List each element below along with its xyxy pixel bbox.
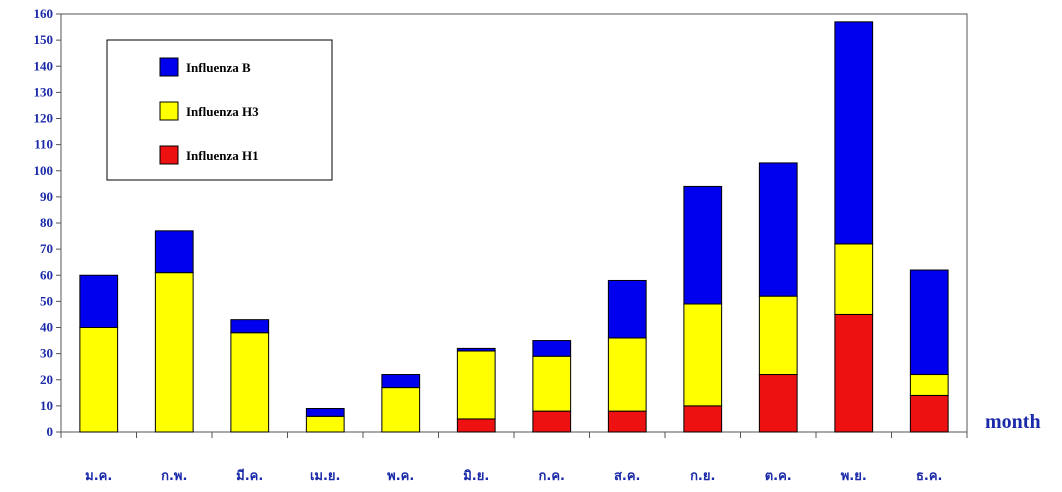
y-tick-label: 10 (40, 398, 53, 413)
bar-segment (305, 415, 345, 433)
bar-segment (834, 21, 874, 245)
x-tick-label: ก.ค. (539, 469, 565, 484)
y-tick-label: 50 (40, 293, 53, 308)
x-tick-label: ต.ค. (765, 469, 792, 484)
y-axis: 0 10 20 30 40 50 60 70 80 90 100 110 120 130 140 150 160 (34, 6, 61, 439)
bar-segment (381, 374, 421, 389)
bar-segment (607, 279, 647, 339)
bar-segment (834, 243, 874, 315)
x-tick-label: ส.ค. (614, 469, 641, 484)
legend-box (106, 39, 333, 181)
bar-segment (758, 295, 798, 376)
x-tick-label: มิ.ย. (463, 469, 489, 484)
bar-segment (456, 347, 496, 352)
bar-segment (456, 350, 496, 420)
x-tick-label: ธ.ค. (916, 469, 943, 484)
x-axis: ม.ค. ก.พ. มี.ค. เม.ย. พ.ค. มิ.ย. ก.ค. ส.ค. ก.ย. ต… (60, 432, 968, 484)
bar-segment (154, 272, 194, 433)
legend-label: Influenza H3 (186, 104, 259, 119)
x-tick-label: ก.ย. (690, 469, 715, 484)
y-tick-label: 110 (34, 137, 53, 152)
y-tick-label: 30 (40, 346, 53, 361)
x-tick-label: เม.ย. (310, 469, 341, 484)
bar-segment (834, 313, 874, 433)
bar-segment (532, 355, 572, 412)
bar-segment (607, 410, 647, 433)
legend-swatch (159, 57, 179, 77)
y-tick-label: 70 (40, 241, 53, 256)
bar-segment (683, 303, 723, 407)
bar-segment (381, 387, 421, 433)
bar-segment (230, 319, 270, 334)
bar-segment (154, 230, 194, 274)
bar-segment (607, 337, 647, 412)
x-tick-label: พ.ย. (841, 469, 867, 484)
x-tick-label: ม.ค. (85, 469, 112, 484)
y-tick-label: 140 (34, 58, 54, 73)
bar-segment (683, 185, 723, 305)
bar-segment (909, 394, 949, 433)
y-tick-label: 150 (34, 32, 54, 47)
y-tick-label: 40 (40, 320, 53, 335)
y-tick-label: 90 (40, 189, 53, 204)
legend-label: Influenza B (186, 60, 251, 75)
bar-segment (909, 374, 949, 396)
x-axis-title: month (985, 411, 1041, 433)
y-tick-label: 120 (34, 111, 54, 126)
legend: Influenza B Influenza H3 Influenza H1 (106, 39, 333, 181)
y-tick-label: 0 (47, 424, 54, 439)
x-tick-label: มี.ค. (236, 468, 263, 484)
y-tick-label: 160 (34, 6, 54, 21)
y-tick-label: 20 (40, 372, 53, 387)
bar-segment (683, 405, 723, 433)
legend-label: Influenza H1 (186, 148, 259, 163)
y-tick-label: 80 (40, 215, 53, 230)
bar-segment (79, 327, 119, 433)
bar-segment (532, 340, 572, 357)
y-tick-label: 100 (34, 163, 54, 178)
legend-swatch (159, 101, 179, 121)
bar-segment (758, 374, 798, 433)
bar-segment (230, 332, 270, 433)
legend-swatch (159, 145, 179, 165)
bar-segment (758, 162, 798, 297)
x-tick-label: พ.ค. (387, 469, 414, 484)
bar-segment (79, 274, 119, 328)
x-tick-label: ก.พ. (161, 469, 187, 484)
bars-group (79, 21, 949, 433)
bar-segment (909, 269, 949, 376)
bar-segment (456, 418, 496, 433)
y-tick-label: 60 (40, 267, 53, 282)
bar-segment (305, 407, 345, 417)
bar-segment (532, 410, 572, 433)
y-tick-label: 130 (34, 84, 54, 99)
